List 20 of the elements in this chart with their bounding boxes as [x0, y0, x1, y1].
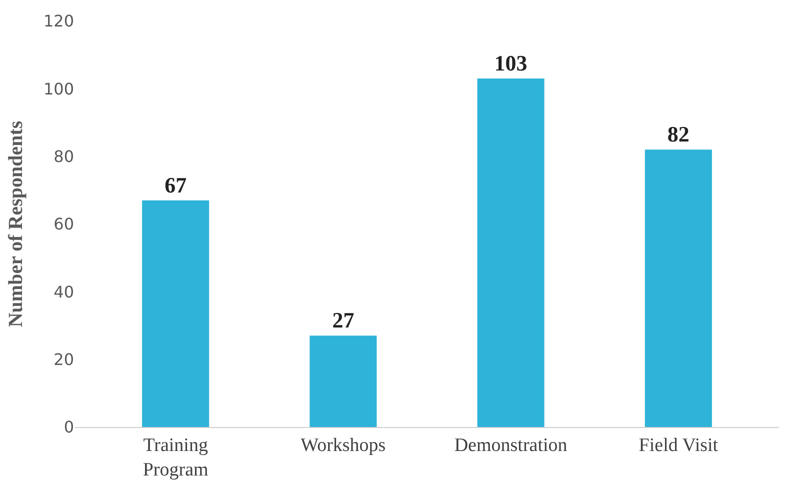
y-tick-label: 40: [54, 282, 74, 302]
y-tick-label: 80: [54, 146, 74, 166]
x-tick-label: Workshops: [300, 434, 386, 456]
x-tick-label: Field Visit: [638, 434, 719, 456]
bar: [142, 200, 210, 427]
data-label: 27: [332, 308, 354, 333]
y-axis-title: Number of Respondents: [4, 120, 27, 328]
y-tick-label: 120: [43, 12, 74, 31]
y-tick-label: 60: [54, 214, 74, 234]
data-label: 103: [494, 50, 528, 76]
x-tick-label: Training Program: [142, 434, 209, 480]
x-tick-label: Demonstration: [454, 434, 568, 456]
bar: [644, 150, 712, 427]
y-tick-label: 20: [54, 350, 74, 369]
y-tick-label: 100: [43, 79, 74, 98]
bar: [477, 78, 544, 427]
data-label: 82: [667, 122, 690, 147]
bar: [310, 336, 377, 427]
data-label: 67: [164, 172, 187, 198]
y-tick-label: 0: [64, 418, 74, 437]
